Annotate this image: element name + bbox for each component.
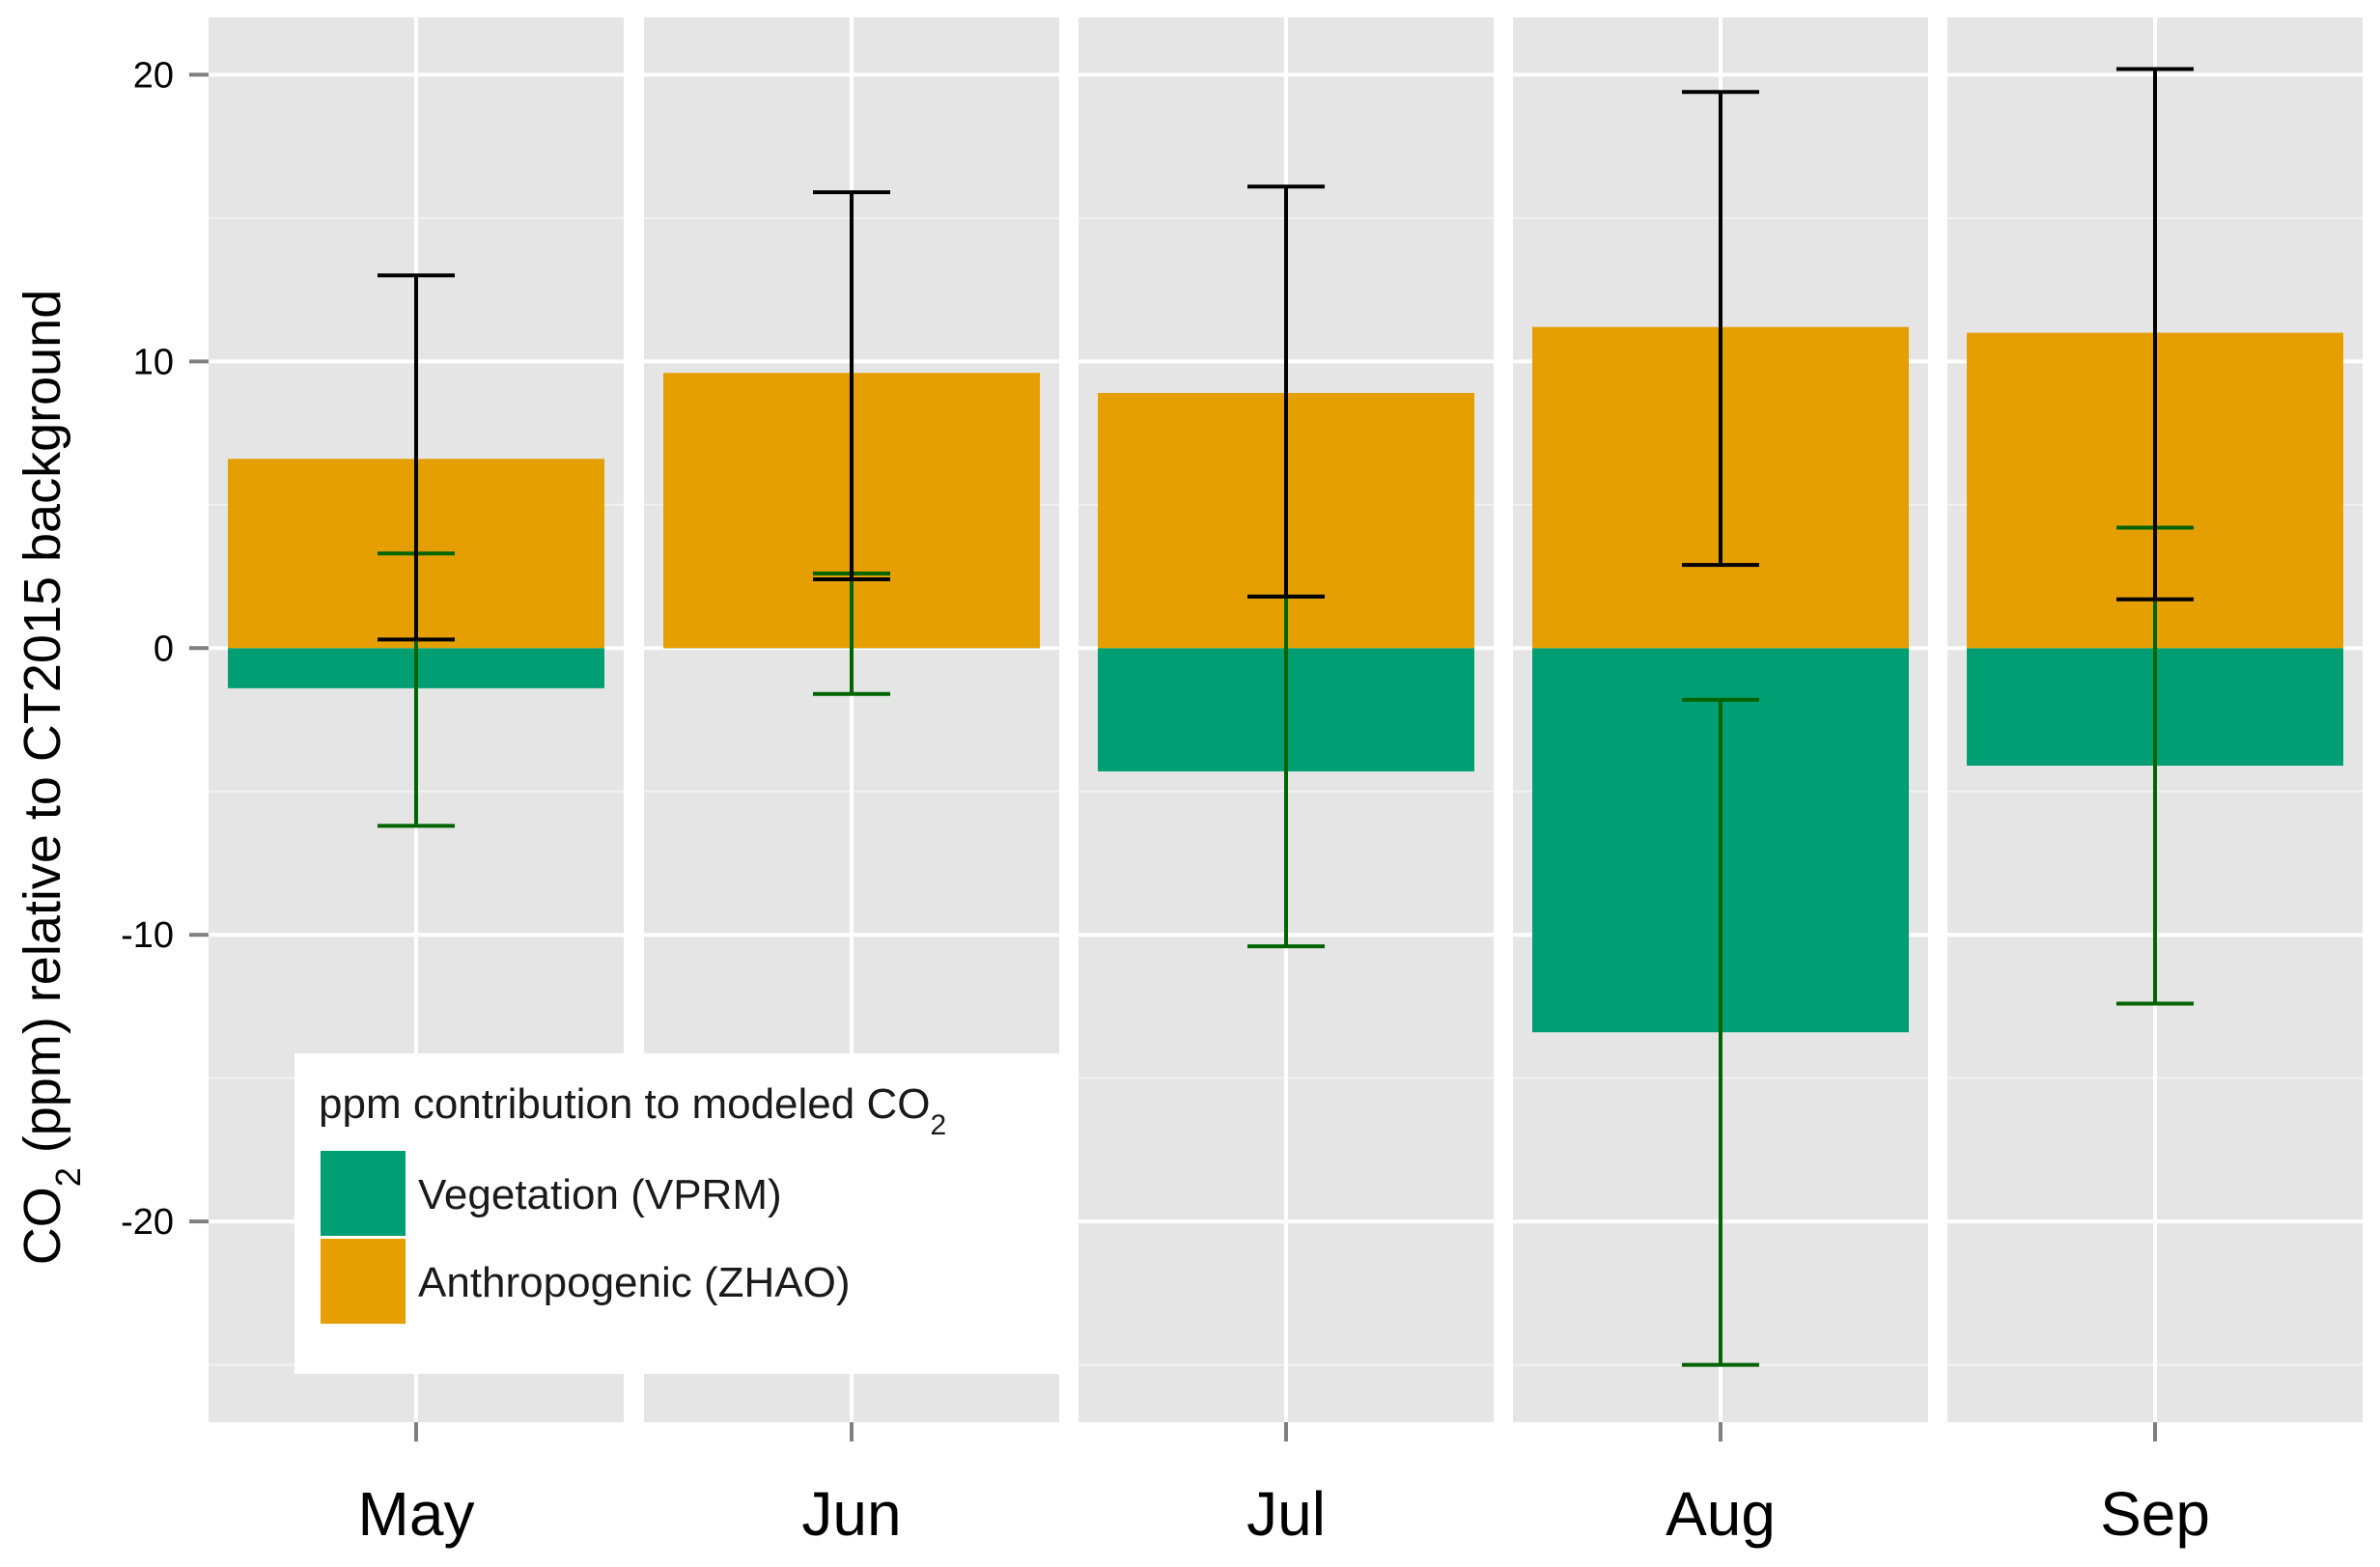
y-axis-label-prefix: CO bbox=[14, 1187, 71, 1265]
legend-title-prefix: ppm contribution to modeled CO bbox=[319, 1080, 930, 1128]
x-tick-label-jun: Jun bbox=[801, 1479, 901, 1549]
x-tick-label-sep: Sep bbox=[2100, 1479, 2210, 1549]
x-tick-label-jul: Jul bbox=[1246, 1479, 1326, 1549]
legend: ppm contribution to modeled CO2 Vegetati… bbox=[294, 1053, 1060, 1374]
error-bars bbox=[378, 67, 2194, 1367]
y-tick-label: 10 bbox=[133, 342, 174, 382]
legend-key-vegetation bbox=[321, 1151, 406, 1236]
y-axis-label: CO2 (ppm) relative to CT2015 background bbox=[14, 290, 88, 1266]
legend-background bbox=[294, 1053, 1060, 1374]
y-tick-label: 20 bbox=[133, 55, 174, 96]
y-axis: 20 10 0 -10 -20 bbox=[121, 55, 209, 1243]
x-tick-label-aug: Aug bbox=[1666, 1479, 1776, 1549]
legend-label-vegetation: Vegetation (VPRM) bbox=[418, 1171, 782, 1218]
legend-key-anthropogenic bbox=[321, 1239, 406, 1324]
legend-label-anthropogenic: Anthropogenic (ZHAO) bbox=[418, 1259, 851, 1306]
y-tick-label: -20 bbox=[121, 1202, 174, 1243]
y-tick-label: -10 bbox=[121, 915, 174, 956]
y-tick-label: 0 bbox=[154, 629, 174, 669]
legend-title-subscript: 2 bbox=[930, 1109, 946, 1141]
y-axis-label-suffix: (ppm) relative to CT2015 background bbox=[14, 290, 71, 1167]
y-axis-label-subscript: 2 bbox=[48, 1167, 88, 1187]
x-tick-label-may: May bbox=[358, 1479, 475, 1549]
x-axis: May Jun Jul Aug Sep bbox=[358, 1422, 2210, 1549]
legend-title: ppm contribution to modeled CO2 bbox=[319, 1080, 946, 1141]
